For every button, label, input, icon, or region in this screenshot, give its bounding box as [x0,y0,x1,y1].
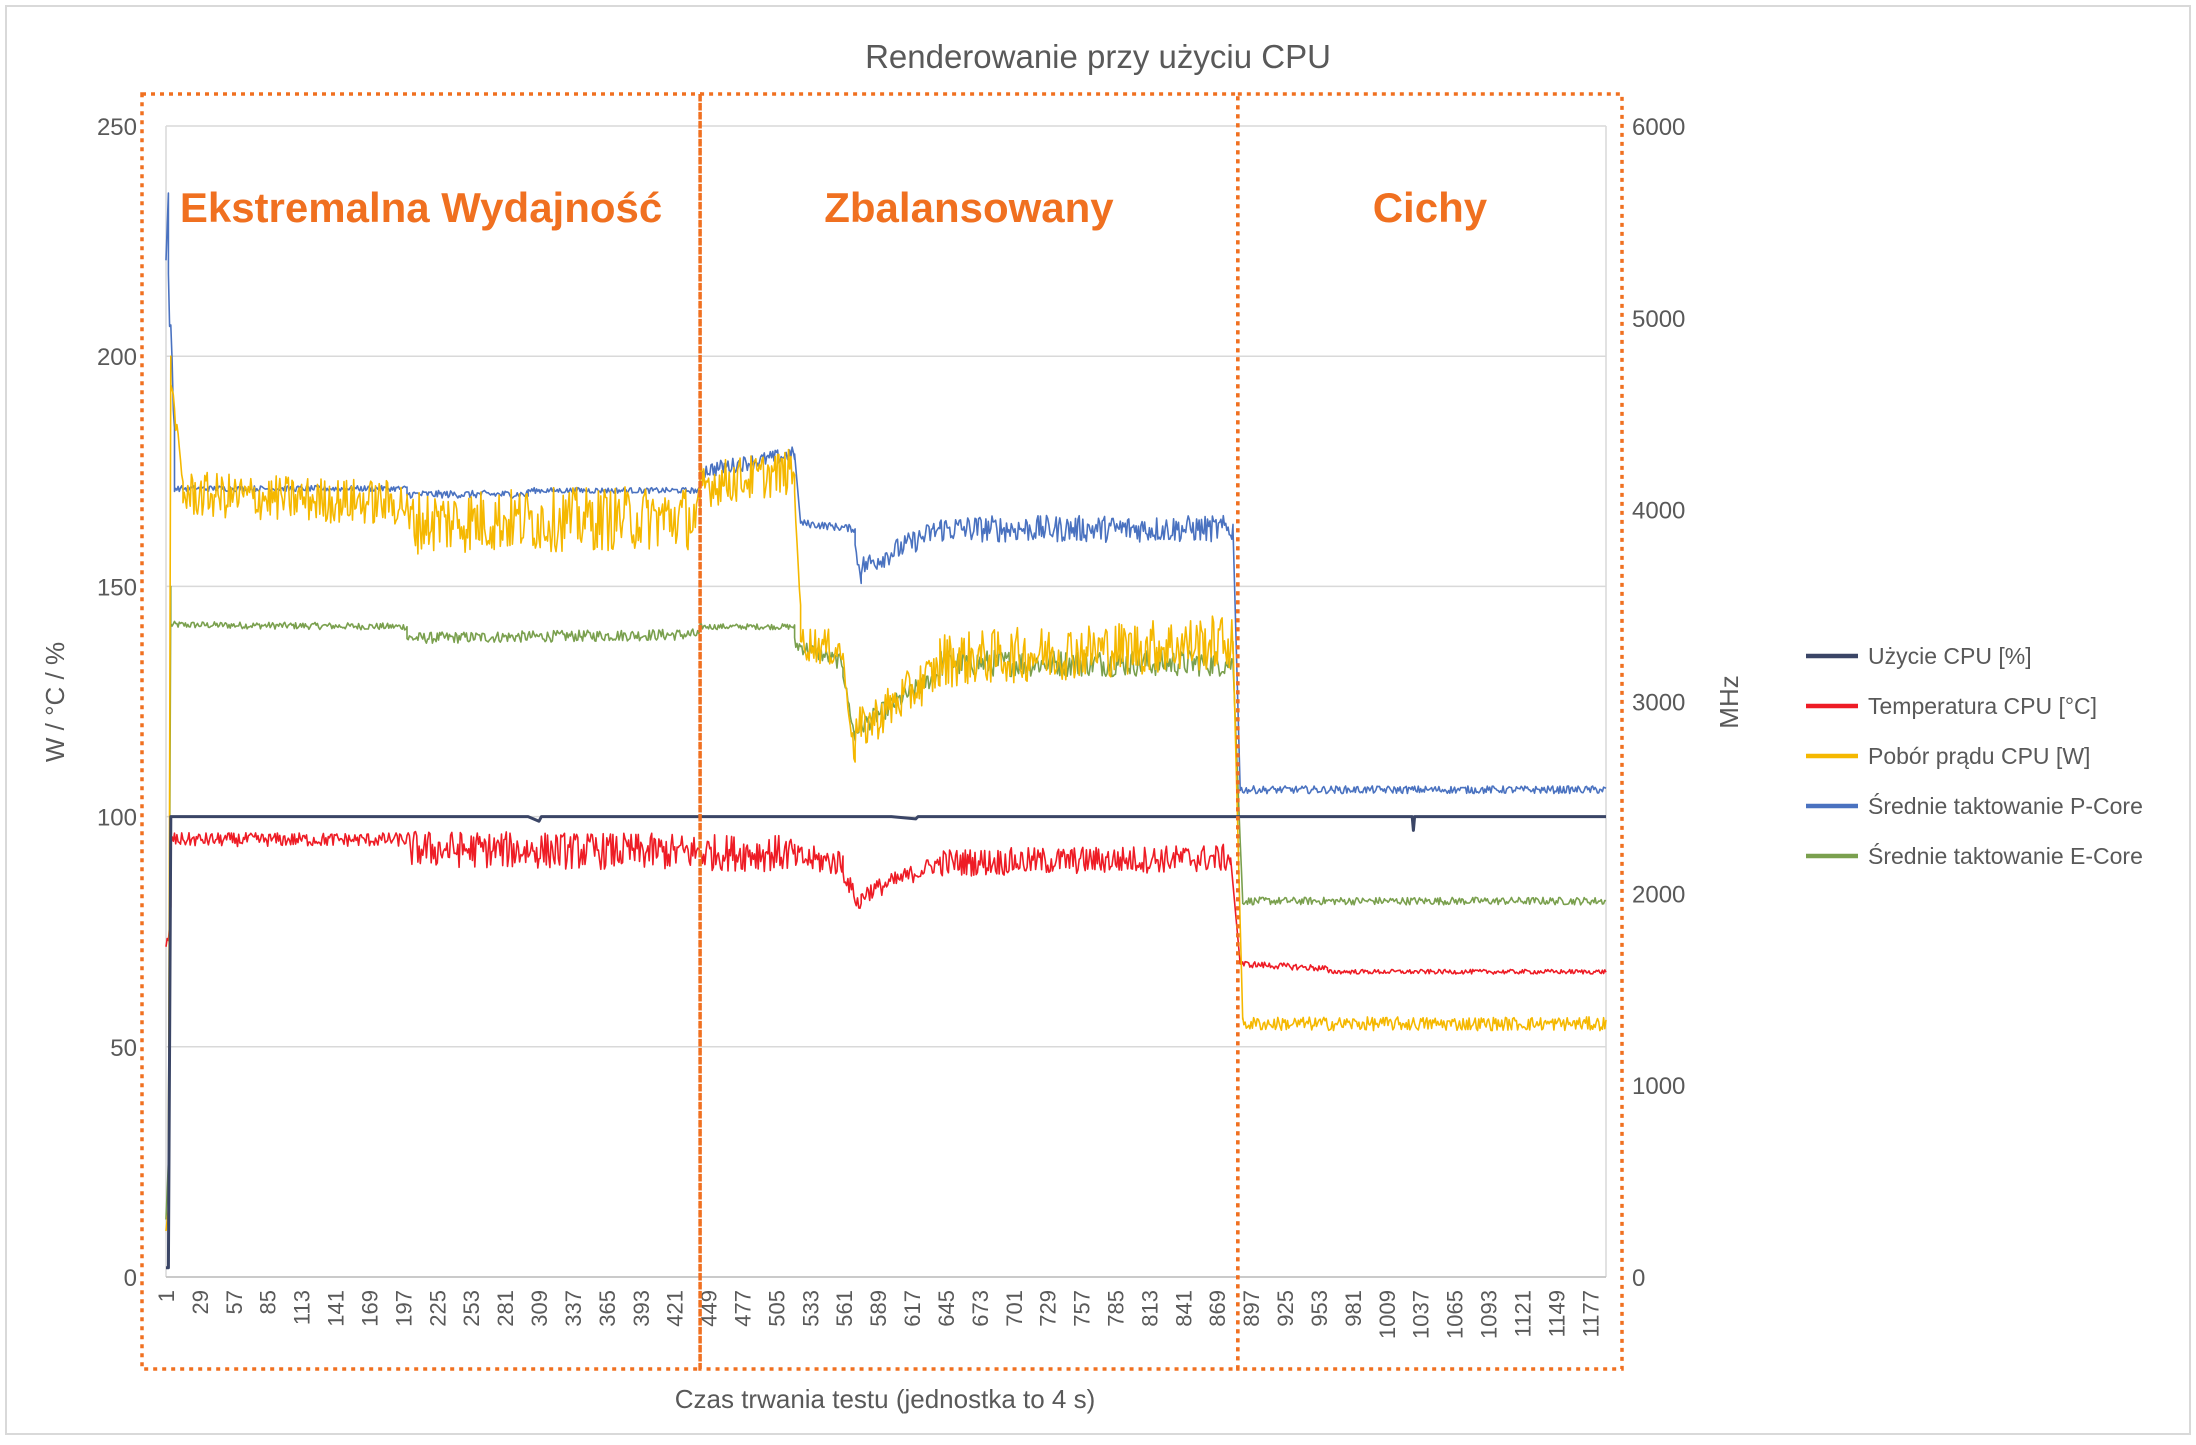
x-tick-label: 169 [357,1290,382,1327]
chart-title: Renderowanie przy użyciu CPU [865,38,1331,75]
region-label: Zbalansowany [824,184,1114,231]
x-tick-label: 673 [968,1290,993,1327]
x-tick-label: 421 [663,1290,688,1327]
x-tick-label: 393 [629,1290,654,1327]
x-tick-label: 1 [154,1290,179,1302]
x-tick-label: 309 [527,1290,552,1327]
x-tick-label: 897 [1239,1290,1264,1327]
x-tick-label: 1149 [1544,1290,1569,1337]
x-tick-label: 561 [832,1290,857,1327]
y-left-tick-label: 200 [97,344,137,371]
x-tick-label: 729 [1036,1290,1061,1327]
x-tick-label: 925 [1273,1290,1298,1327]
y-left-tick-label: 100 [97,805,137,832]
x-tick-label: 813 [1137,1290,1162,1327]
x-tick-label: 225 [425,1290,450,1327]
x-tick-label: 253 [459,1290,484,1327]
x-tick-label: 141 [324,1290,349,1327]
y-right-tick-label: 2000 [1632,881,1685,908]
series-lines [165,192,1607,1270]
x-tick-label: 337 [561,1290,586,1327]
x-tick-label: 1121 [1510,1290,1535,1337]
x-tick-label: 1093 [1477,1290,1502,1339]
x-tick-label: 29 [188,1290,213,1314]
y-left-tick-label: 50 [110,1035,137,1062]
y-right-tick-label: 1000 [1632,1073,1685,1100]
x-tick-label: 1177 [1578,1290,1603,1337]
legend-label: Pobór prądu CPU [W] [1868,743,2090,769]
region-box [140,92,702,1371]
y-right-tick-label: 3000 [1632,690,1685,717]
series-line-usage [166,815,1606,1270]
series-line-pcore [165,192,1607,795]
x-tick-label: 365 [595,1290,620,1327]
legend-label: Użycie CPU [%] [1868,643,2032,669]
x-tick-label: 869 [1205,1290,1230,1327]
x-tick-label: 1009 [1375,1290,1400,1339]
y-left-tick-label: 250 [97,114,137,141]
x-tick-label: 981 [1341,1290,1366,1327]
y-right-tick-label: 0 [1632,1265,1645,1292]
y-axis-left-ticks: 0 50 100 150 200 250 [97,114,137,1292]
x-tick-label: 113 [290,1290,315,1325]
x-axis-ticks: 1 29 57 85 113 141 169 197 225 253 281 309 337 365 393… [154,1290,1603,1339]
x-tick-label: 533 [798,1290,823,1327]
x-axis-label: Czas trwania testu (jednostka to 4 s) [675,1384,1096,1414]
x-tick-label: 645 [934,1290,959,1327]
x-tick-label: 57 [222,1290,247,1314]
series-line-power [165,355,1607,1232]
x-tick-label: 617 [900,1290,925,1327]
region-boxes: Ekstremalna Wydajność Zbalansowany Cichy [140,92,1624,1371]
x-tick-label: 197 [391,1290,416,1327]
x-tick-label: 701 [1002,1290,1027,1327]
x-tick-label: 785 [1104,1290,1129,1327]
x-tick-label: 1037 [1409,1290,1434,1339]
x-tick-label: 757 [1070,1290,1095,1327]
x-tick-label: 589 [866,1290,891,1327]
x-tick-label: 85 [256,1290,281,1314]
y-right-tick-label: 4000 [1632,498,1685,525]
legend-label: Średnie taktowanie E-Core [1868,842,2143,869]
y-axis-left-label: W / °C / % [40,642,70,762]
y-right-tick-label: 6000 [1632,114,1685,141]
chart-frame [5,5,2191,1435]
x-tick-label: 841 [1171,1290,1196,1327]
y-left-tick-label: 0 [124,1265,137,1292]
y-right-tick-label: 5000 [1632,306,1685,333]
legend-label: Temperatura CPU [°C] [1868,693,2097,719]
y-axis-right-ticks: 0 1000 2000 3000 4000 5000 6000 [1632,114,1685,1292]
region-label: Ekstremalna Wydajność [180,184,662,231]
region-box [698,92,1240,1371]
gridlines [165,125,1607,1278]
x-tick-label: 477 [730,1290,755,1327]
x-tick-label: 281 [493,1290,518,1327]
region-label: Cichy [1373,184,1488,231]
legend-label: Średnie taktowanie P-Core [1868,792,2143,819]
y-left-tick-label: 150 [97,574,137,601]
region-box [1236,92,1624,1371]
x-tick-label: 1065 [1443,1290,1468,1339]
y-axis-right-label: MHz [1714,675,1744,728]
series-line-temp [165,830,1607,975]
legend: Użycie CPU [%] Temperatura CPU [°C] Pobór … [1806,643,2143,869]
x-tick-label: 505 [764,1290,789,1327]
x-tick-label: 953 [1307,1290,1332,1327]
